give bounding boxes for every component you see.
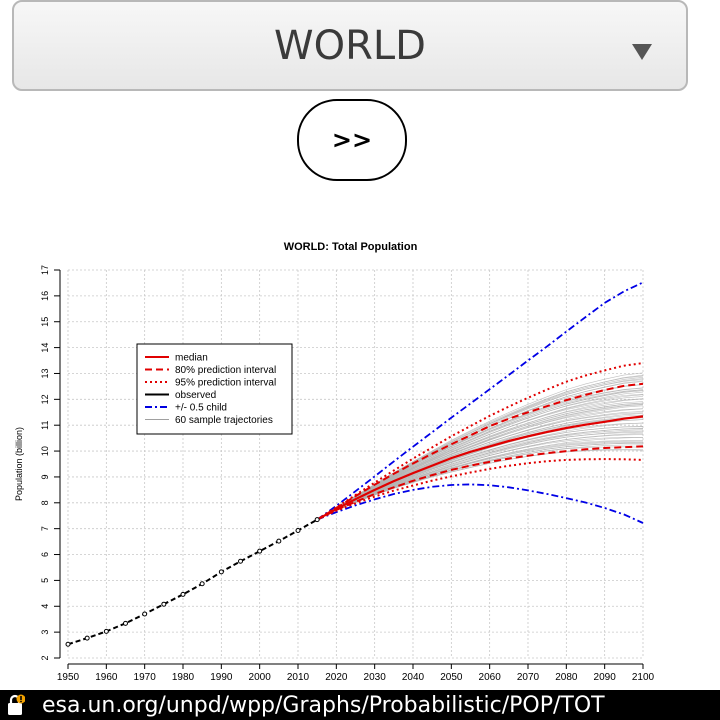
legend-label: +/- 0.5 child [175, 403, 227, 414]
lock-icon [0, 690, 30, 720]
sample-trajectory-line [317, 436, 644, 520]
sample-trajectory-line [317, 442, 644, 520]
x-tick-label: 1990 [210, 672, 233, 683]
pi80-lower-line [316, 445, 644, 521]
observed-point [218, 569, 224, 575]
observed-point [103, 628, 109, 634]
y-tick-label: 11 [40, 421, 50, 430]
pi80-upper-line [316, 382, 644, 521]
y-tick-label: 10 [40, 446, 50, 456]
x-tick-label: 2090 [594, 672, 617, 683]
observed-point [65, 641, 71, 647]
url-text: esa.un.org/unpd/wpp/Graphs/Probabilistic… [42, 692, 605, 718]
y-tick-label: 5 [40, 578, 50, 583]
sample-trajectory-line [317, 427, 644, 520]
y-axis-label: Population (billion) [14, 427, 24, 501]
observed-line [67, 518, 318, 646]
observed-point [123, 620, 128, 626]
observed-point [84, 635, 90, 641]
region-select-value: WORLD [274, 22, 426, 69]
sample-trajectory-line [317, 384, 644, 520]
sample-trajectory-line [317, 389, 644, 520]
y-tick-label: 9 [40, 474, 50, 479]
median-line [316, 415, 644, 521]
x-tick-label: 1980 [172, 672, 195, 683]
y-tick-label: 17 [40, 265, 50, 275]
url-bar: esa.un.org/unpd/wpp/Graphs/Probabilistic… [0, 690, 720, 720]
y-tick-label: 2 [40, 655, 50, 660]
x-tick-label: 2100 [632, 672, 655, 683]
y-tick-label: 15 [40, 317, 50, 327]
x-tick-label: 2080 [555, 672, 578, 683]
plus-half-child-line [316, 281, 644, 521]
y-tick-label: 14 [40, 343, 50, 353]
x-tick-label: 1970 [134, 672, 157, 683]
observed-point [257, 548, 263, 554]
legend-label: observed [175, 390, 216, 401]
pi95-lower-line [316, 458, 644, 521]
y-tick-label: 7 [40, 526, 50, 531]
region-select[interactable]: WORLD [12, 0, 688, 91]
observed-point [314, 517, 320, 523]
x-tick-label: 2070 [517, 672, 540, 683]
sample-trajectory-line [317, 393, 644, 520]
y-tick-label: 12 [40, 394, 50, 404]
legend-label: 80% prediction interval [175, 365, 276, 376]
observed-point [295, 527, 301, 533]
y-tick-label: 13 [40, 368, 50, 378]
x-tick-label: 2010 [287, 672, 310, 683]
next-button[interactable]: >> [297, 99, 407, 181]
observed-point [142, 611, 148, 617]
x-tick-label: 2060 [479, 672, 502, 683]
sample-trajectory-line [317, 443, 644, 520]
x-tick-label: 2030 [364, 672, 387, 683]
sample-trajectory-line [317, 416, 644, 520]
sample-trajectory-line [317, 384, 644, 520]
sample-trajectory-line [317, 402, 644, 520]
minus-half-child-line [316, 483, 644, 524]
y-tick-label: 4 [40, 604, 50, 609]
observed-point [161, 601, 167, 607]
x-tick-label: 2050 [440, 672, 463, 683]
y-tick-label: 16 [40, 291, 50, 301]
legend-label: 95% prediction interval [175, 378, 276, 389]
sample-trajectory-line [317, 375, 644, 520]
x-tick-label: 1960 [95, 672, 118, 683]
y-tick-label: 6 [40, 552, 50, 557]
pi95-upper-line [316, 362, 644, 521]
legend-label: 60 sample trajectories [175, 415, 273, 426]
y-tick-label: 8 [40, 500, 50, 505]
observed-point [238, 558, 243, 564]
population-chart: WORLD: Total Population 2 3 4 5 6 7 8 9 10 11 12 13 1… [14, 241, 655, 683]
x-tick-label: 2020 [325, 672, 348, 683]
sample-trajectory-line [317, 387, 644, 520]
x-tick-label: 2040 [402, 672, 425, 683]
observed-point [199, 581, 205, 587]
sample-trajectory-line [317, 379, 644, 520]
chart-title: WORLD: Total Population [284, 241, 418, 253]
sample-trajectory-line [317, 432, 644, 520]
sample-trajectory-line [317, 398, 644, 520]
sample-trajectory-line [317, 389, 644, 520]
legend-label: median [175, 353, 208, 364]
x-tick-label: 2000 [249, 672, 272, 683]
observed-point [180, 591, 186, 597]
x-tick-label: 1950 [57, 672, 80, 683]
y-tick-label: 3 [40, 630, 50, 635]
chevron-down-icon [632, 44, 652, 60]
observed-point [276, 538, 282, 544]
